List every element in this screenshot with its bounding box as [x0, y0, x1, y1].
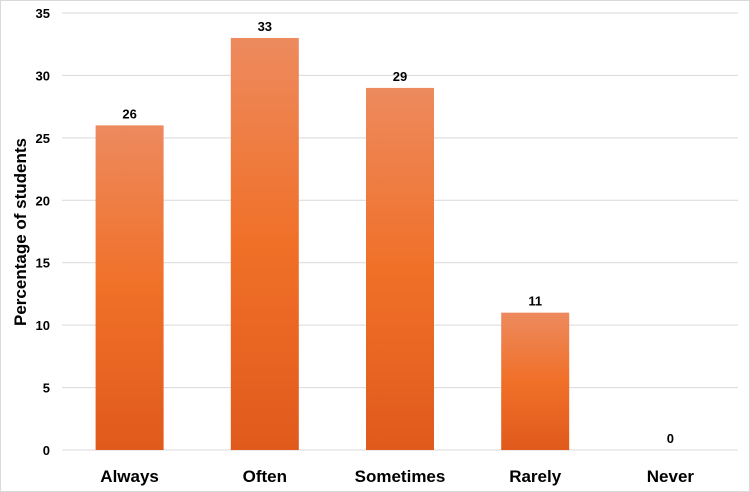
- x-tick-label: Rarely: [509, 467, 562, 486]
- y-tick-label: 10: [36, 318, 50, 333]
- bar-often: [230, 37, 299, 450]
- bar-rarely: [501, 312, 570, 450]
- y-axis-label: Percentage of students: [11, 138, 30, 326]
- x-tick-label: Often: [243, 467, 287, 486]
- y-tick-label: 15: [36, 256, 50, 271]
- data-label: 0: [667, 431, 674, 446]
- x-tick-label: Never: [647, 467, 695, 486]
- y-tick-label: 20: [36, 193, 50, 208]
- y-tick-label: 25: [36, 131, 50, 146]
- data-label: 29: [393, 69, 407, 84]
- x-tick-label: Sometimes: [355, 467, 446, 486]
- x-axis-ticks: Always Often Sometimes Rarely Never: [100, 467, 694, 486]
- y-tick-label: 30: [36, 68, 50, 83]
- y-tick-label: 35: [36, 6, 50, 21]
- bars: [95, 37, 570, 451]
- data-label: 33: [258, 19, 272, 34]
- bar-sometimes: [366, 87, 434, 451]
- bar-always: [95, 125, 164, 450]
- data-labels: 26 33 29 11 0: [122, 19, 674, 446]
- x-tick-label: Always: [100, 467, 159, 486]
- y-axis-ticks: 0 5 10 15 20 25 30 35: [36, 6, 50, 458]
- data-label: 26: [122, 106, 136, 121]
- data-label: 11: [528, 294, 542, 309]
- y-tick-label: 0: [43, 443, 50, 458]
- y-tick-label: 5: [43, 381, 50, 396]
